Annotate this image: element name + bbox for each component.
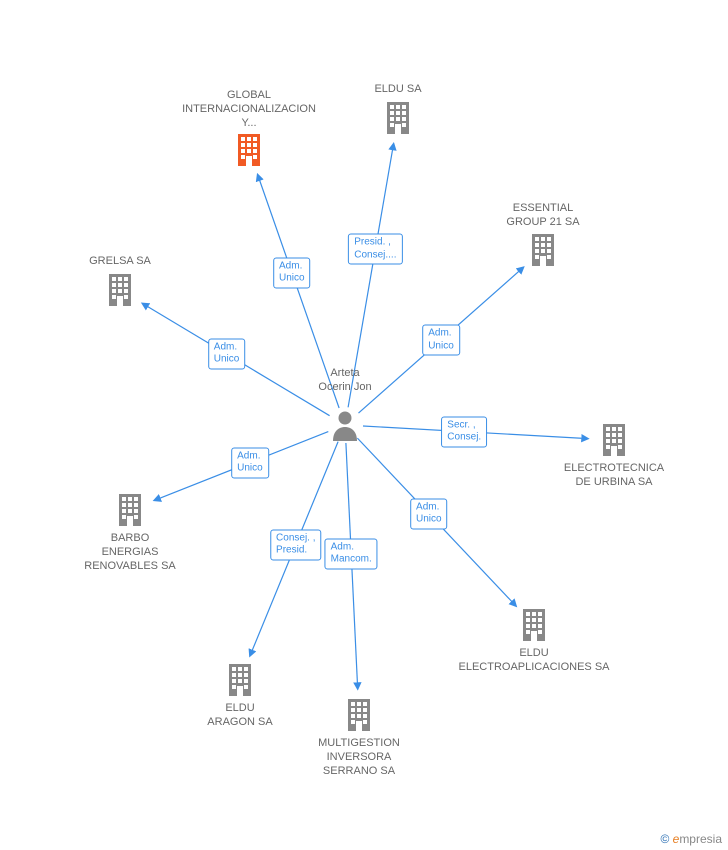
company-building-icon[interactable] <box>115 492 145 528</box>
company-label: ELDU ARAGON SA <box>207 702 272 730</box>
company-building-icon[interactable] <box>383 100 413 136</box>
relation-label: Adm. Unico <box>231 447 269 478</box>
relation-label: Adm. Unico <box>208 338 246 369</box>
company-building-icon[interactable] <box>528 232 558 268</box>
company-label: GRELSA SA <box>89 255 151 269</box>
center-person-label: Arteta Ocerin Jon <box>318 367 371 395</box>
company-label: MULTIGESTION INVERSORA SERRANO SA <box>318 737 400 778</box>
company-label: ESSENTIAL GROUP 21 SA <box>506 202 579 230</box>
relation-label: Consej. , Presid. <box>270 529 321 560</box>
company-label: ELDU ELECTROAPLICACIONES SA <box>459 647 610 675</box>
company-label: ELECTROTECNICA DE URBINA SA <box>564 462 664 490</box>
company-building-icon[interactable] <box>344 697 374 733</box>
relation-label: Presid. , Consej.... <box>348 234 402 265</box>
company-label: ELDU SA <box>374 83 421 97</box>
relation-label: Adm. Unico <box>422 325 460 356</box>
company-building-icon[interactable] <box>225 662 255 698</box>
relation-label: Secr. , Consej. <box>441 416 487 447</box>
relation-label: Adm. Mancom. <box>325 538 378 569</box>
relation-label: Adm. Unico <box>410 498 448 529</box>
company-label: BARBO ENERGIAS RENOVABLES SA <box>84 532 176 573</box>
company-building-icon[interactable] <box>519 607 549 643</box>
company-building-icon[interactable] <box>105 272 135 308</box>
company-label: GLOBAL INTERNACIONALIZACION Y... <box>182 89 316 130</box>
relation-label: Adm. Unico <box>273 257 311 288</box>
brand-rest: mpresia <box>679 832 722 846</box>
company-building-icon[interactable] <box>599 422 629 458</box>
footer-brand: © empresia <box>660 832 722 846</box>
copyright-symbol: © <box>660 832 669 846</box>
company-building-icon[interactable] <box>234 132 264 168</box>
person-icon[interactable] <box>331 409 359 441</box>
